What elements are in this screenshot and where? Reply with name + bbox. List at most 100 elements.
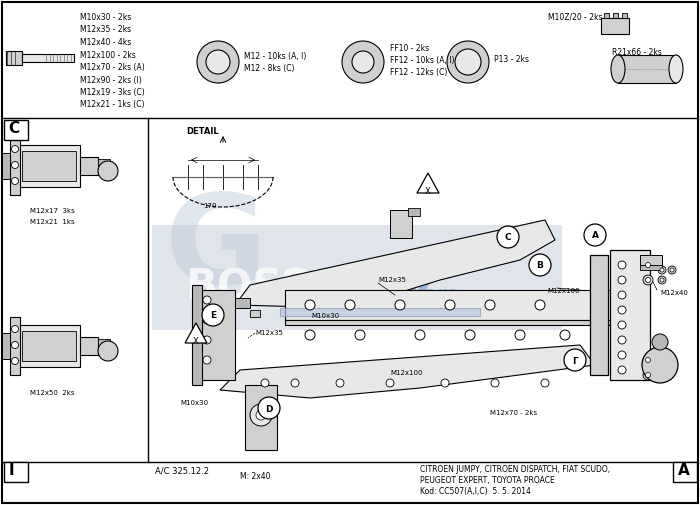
Circle shape	[202, 304, 224, 326]
Text: M12 - 10ks (A, I): M12 - 10ks (A, I)	[244, 52, 307, 61]
Text: FF12 - 10ks (A, I): FF12 - 10ks (A, I)	[390, 56, 454, 65]
Text: G: G	[165, 189, 267, 310]
Text: C: C	[505, 233, 511, 242]
Bar	[250, 310, 260, 317]
Text: M12x21 - 1ks (C): M12x21 - 1ks (C)	[80, 100, 144, 110]
Text: M12x40: M12x40	[660, 290, 688, 296]
Text: A: A	[678, 463, 690, 478]
Circle shape	[98, 161, 118, 181]
Bar	[235, 298, 250, 308]
Circle shape	[645, 373, 650, 378]
Text: FF10 - 2ks: FF10 - 2ks	[390, 44, 429, 53]
Text: I: I	[9, 463, 15, 478]
Text: CITROEN JUMPY, CITROEN DISPATCH, FIAT SCUDO,: CITROEN JUMPY, CITROEN DISPATCH, FIAT SC…	[420, 465, 610, 474]
Text: M12x100: M12x100	[390, 370, 423, 376]
Circle shape	[618, 261, 626, 269]
Bar	[22, 54, 74, 62]
Circle shape	[11, 145, 18, 153]
Circle shape	[660, 268, 664, 272]
Bar	[80, 337, 98, 355]
Ellipse shape	[611, 55, 625, 83]
Bar	[18, 145, 80, 187]
Circle shape	[560, 330, 570, 340]
Bar	[4, 120, 28, 140]
Bar	[604, 13, 609, 18]
Text: M12x100 - 2ks: M12x100 - 2ks	[80, 50, 136, 60]
Bar	[640, 265, 662, 270]
Bar	[673, 462, 697, 482]
Circle shape	[515, 330, 525, 340]
Circle shape	[643, 260, 653, 270]
Circle shape	[352, 51, 374, 73]
Circle shape	[645, 358, 650, 363]
Text: M10Z/20 - 2ks: M10Z/20 - 2ks	[548, 12, 603, 21]
Text: M12x100: M12x100	[547, 288, 580, 294]
Circle shape	[645, 263, 650, 268]
Circle shape	[564, 349, 586, 371]
Circle shape	[258, 397, 280, 419]
Text: B: B	[537, 262, 543, 271]
Circle shape	[618, 291, 626, 299]
Circle shape	[670, 268, 674, 272]
Circle shape	[643, 370, 653, 380]
Text: M12x40 - 4ks: M12x40 - 4ks	[80, 38, 132, 47]
Circle shape	[642, 347, 678, 383]
Bar	[152, 225, 562, 330]
Text: Γ: Γ	[572, 357, 578, 366]
Circle shape	[11, 358, 18, 365]
Text: M12x17  3ks: M12x17 3ks	[30, 208, 75, 214]
Text: C: C	[8, 121, 19, 136]
Bar	[622, 13, 627, 18]
Bar	[245, 385, 277, 450]
Text: D: D	[265, 405, 273, 414]
Circle shape	[618, 351, 626, 359]
Circle shape	[643, 355, 653, 365]
Text: E: E	[210, 312, 216, 321]
Bar	[285, 290, 650, 320]
Text: Kod: CC507(A,I,C)  5. 5. 2014: Kod: CC507(A,I,C) 5. 5. 2014	[420, 487, 531, 496]
Bar	[22, 331, 76, 361]
Bar	[192, 285, 202, 385]
Bar	[98, 339, 110, 351]
Circle shape	[618, 336, 626, 344]
Polygon shape	[235, 220, 555, 308]
Circle shape	[645, 278, 650, 282]
Text: X: X	[425, 187, 431, 196]
Text: FF12 - 12ks (C): FF12 - 12ks (C)	[390, 68, 447, 77]
Bar	[10, 317, 20, 375]
Circle shape	[206, 50, 230, 74]
Circle shape	[643, 275, 653, 285]
Circle shape	[261, 379, 269, 387]
Circle shape	[618, 276, 626, 284]
Bar	[610, 250, 650, 380]
Circle shape	[660, 278, 664, 282]
Text: bars: bars	[410, 285, 458, 305]
Text: PEUGEOT EXPERT, TOYOTA PROACE: PEUGEOT EXPERT, TOYOTA PROACE	[420, 476, 554, 485]
Text: X: X	[193, 337, 199, 346]
Circle shape	[98, 341, 118, 361]
Circle shape	[618, 306, 626, 314]
Circle shape	[203, 356, 211, 364]
Bar	[2, 333, 10, 359]
Circle shape	[11, 341, 18, 348]
Circle shape	[652, 334, 668, 350]
Text: DETAIL: DETAIL	[186, 127, 218, 136]
Text: M12x19 - 3ks (C): M12x19 - 3ks (C)	[80, 88, 145, 97]
Text: tow: tow	[370, 269, 434, 297]
Polygon shape	[185, 323, 207, 343]
Circle shape	[203, 336, 211, 344]
Circle shape	[11, 177, 18, 184]
Text: M12 - 8ks (C): M12 - 8ks (C)	[244, 64, 295, 73]
Circle shape	[497, 226, 519, 248]
Circle shape	[11, 326, 18, 332]
Circle shape	[203, 316, 211, 324]
Circle shape	[529, 254, 551, 276]
Bar	[6, 51, 22, 65]
Circle shape	[256, 410, 266, 420]
Text: M: 2x40: M: 2x40	[240, 472, 270, 481]
Text: M12x35: M12x35	[255, 330, 283, 336]
Bar	[98, 159, 110, 171]
Circle shape	[203, 296, 211, 304]
Ellipse shape	[669, 55, 683, 83]
Circle shape	[584, 224, 606, 246]
